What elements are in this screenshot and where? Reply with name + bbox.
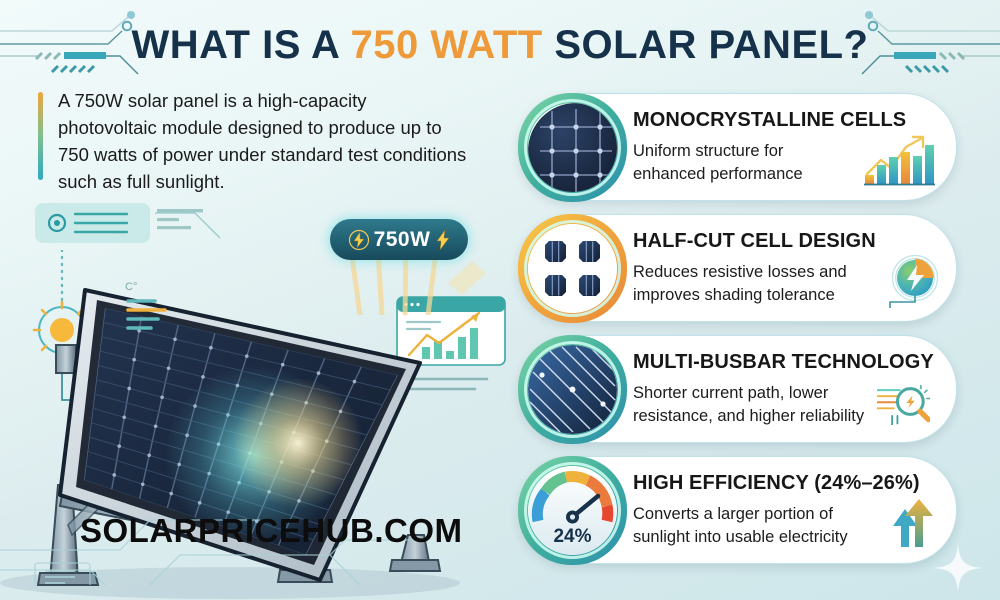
svg-text:24%: 24% [553,526,591,547]
svg-text:C°: C° [125,281,137,293]
